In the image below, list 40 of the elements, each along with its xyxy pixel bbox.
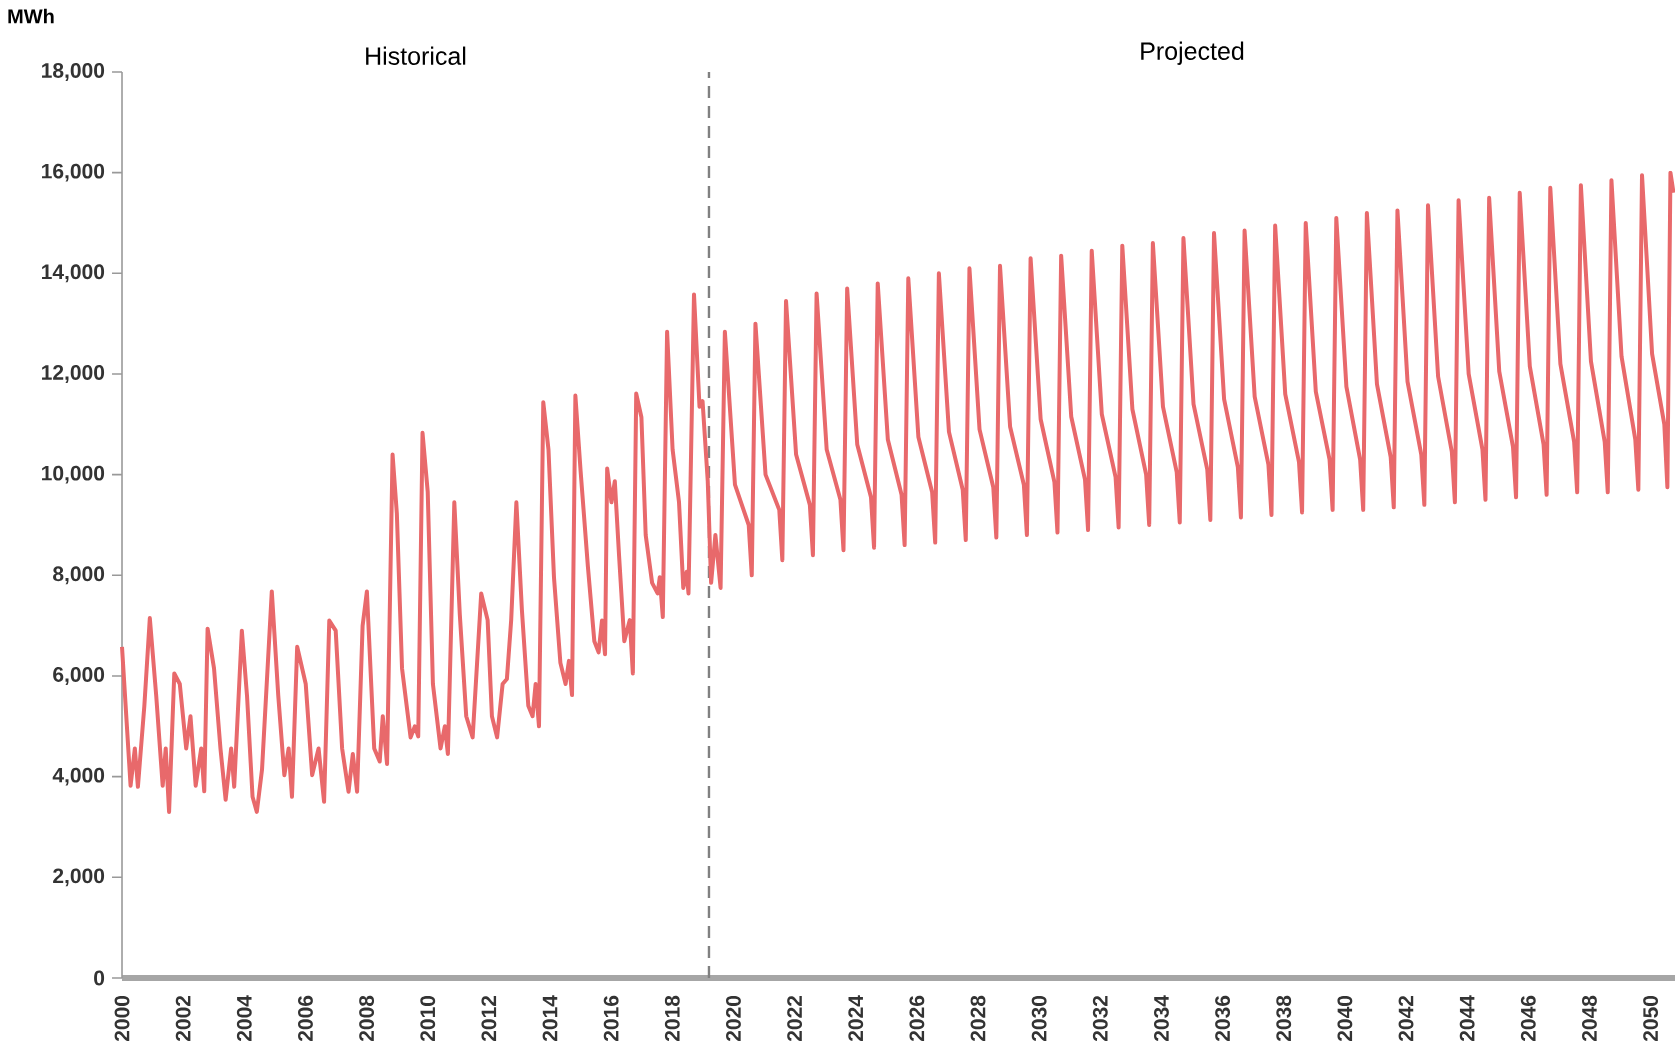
x-tick-label: 2002: [175, 995, 191, 1042]
y-tick-label: 18,000: [42, 63, 105, 81]
x-tick-label: 2016: [603, 995, 619, 1042]
x-tick-label: 2032: [1092, 995, 1108, 1042]
y-tick-label: 8,000: [53, 566, 105, 585]
y-axis-title: MWh: [8, 8, 54, 24]
text: Projected: [1141, 41, 1244, 65]
x-tick-label: 2040: [1337, 995, 1353, 1042]
x-tick-label: 2014: [542, 995, 558, 1042]
x-tick-label: 2036: [1215, 995, 1231, 1042]
y-tick-label: 0: [94, 970, 105, 986]
y-tick-label: 16,000: [42, 163, 105, 182]
y-tick-label: 6,000: [53, 667, 105, 685]
x-tick-label: 2024: [848, 995, 864, 1042]
x-tick-label: 2012: [481, 995, 497, 1042]
x-tick-label: 2044: [1459, 995, 1475, 1042]
y-tick-label: 10,000: [42, 465, 105, 484]
x-tick-label: 2042: [1398, 995, 1414, 1042]
line-series: [120, 170, 1675, 814]
x-tick-label: 2000: [114, 995, 130, 1042]
x-tick-label: 2050: [1643, 995, 1659, 1042]
x-tick-label: 2022: [787, 995, 803, 1042]
x-tick-label: 2026: [909, 995, 925, 1042]
y-tick-label: 4,000: [52, 767, 105, 786]
y-tick-label: 14,000: [42, 264, 105, 283]
x-tick-label: 2046: [1520, 995, 1536, 1042]
x-tick-label: 2038: [1276, 995, 1292, 1042]
x-tick-label: 2048: [1582, 995, 1597, 1042]
x-tick-label: 2030: [1031, 995, 1047, 1042]
x-tick-label: 2010: [420, 995, 436, 1042]
x-tick-label: 2004: [236, 995, 252, 1042]
x-tick-label: 2020: [726, 995, 741, 1042]
y-tick-label: 2,000: [53, 868, 105, 887]
text: Historical: [366, 46, 466, 65]
x-tick-label: 2008: [359, 995, 375, 1042]
x-tick-label: 2018: [664, 995, 680, 1042]
x-tick-label: 2034: [1153, 995, 1169, 1042]
x-tick-label: 2006: [298, 995, 313, 1042]
y-tick-label: 12,000: [42, 365, 105, 383]
x-tick-label: 2028: [970, 995, 986, 1042]
